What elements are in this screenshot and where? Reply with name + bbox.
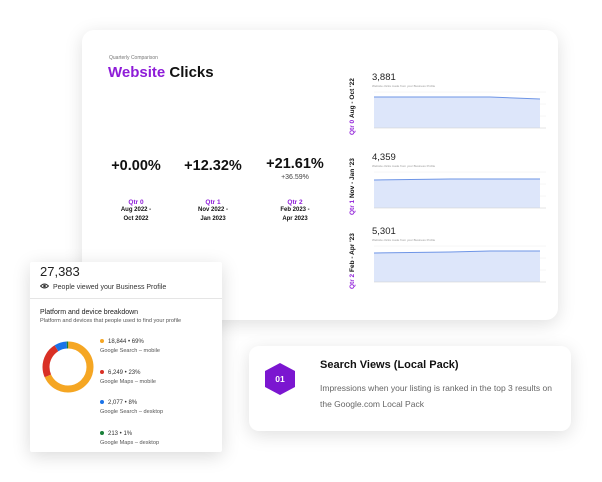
- metric-qtr-0: +0.00% Qtr 0 Aug 2022 - Oct 2022: [98, 158, 174, 224]
- mini-chart-side-label: Qtr 0 Aug - Oct '22: [349, 78, 356, 136]
- mini-chart-caption: Website clicks made from your Business P…: [372, 238, 436, 242]
- hexagon-badge: 01: [265, 363, 295, 400]
- card-kicker: Quarterly Comparison: [109, 55, 158, 61]
- card-title: Website Clicks: [108, 64, 214, 81]
- legend-item-maps-mobile: 6,249 • 23% Google Maps – mobile: [100, 370, 156, 385]
- metric-qtr-2: +21.61% +36.59% Qtr 2 Feb 2023 - Apr 202…: [257, 156, 333, 224]
- metric-qtr-1: +12.32% Qtr 1 Nov 2022 - Jan 2023: [175, 158, 251, 224]
- mini-chart-side-label: Qtr 2 Feb - Apr '23: [349, 233, 356, 289]
- donut-slice-3: [42, 341, 94, 393]
- profile-viewed-row: People viewed your Business Profile: [39, 283, 167, 291]
- divider: [30, 298, 222, 299]
- mini-area-chart: [374, 91, 546, 129]
- mini-chart-value: 5,301: [372, 226, 396, 237]
- eye-icon: [39, 283, 50, 291]
- search-views-description: Impressions when your listing is ranked …: [320, 383, 552, 409]
- donut-slice-1: [42, 341, 94, 393]
- metric-percent: +21.61%: [266, 156, 324, 172]
- metric-range-end: Jan 2023: [200, 216, 226, 222]
- mini-chart-qtr-1: Qtr 1 Nov - Jan '23 4,359 Website clicks…: [349, 152, 552, 222]
- search-views-card: 01 Search Views (Local Pack) Impressions…: [249, 346, 571, 431]
- title-rest: Clicks: [169, 64, 214, 81]
- metric-sub: [175, 176, 251, 185]
- mini-area-chart: [373, 171, 546, 209]
- red-dot-icon: [100, 370, 104, 375]
- metric-range-start: Aug 2022 -: [120, 207, 152, 213]
- mini-chart-value: 3,881: [372, 72, 396, 83]
- mini-chart-caption: Website clicks made from your Business P…: [372, 84, 436, 88]
- mini-chart-caption: Website clicks made from your Business P…: [372, 164, 436, 168]
- mini-chart-value: 4,359: [372, 152, 396, 163]
- profile-view-count: 27,383: [40, 264, 80, 279]
- metric-range-start: Feb 2023 -: [280, 207, 310, 213]
- metric-range-start: Nov 2022 -: [197, 207, 228, 213]
- badge-number: 01: [275, 374, 285, 384]
- green-dot-icon: [100, 431, 104, 436]
- orange-dot-icon: [100, 339, 104, 344]
- breakdown-subtitle: Platform and devices that people used to…: [40, 318, 182, 324]
- blue-dot-icon: [100, 400, 104, 405]
- mini-area-chart: [373, 245, 546, 283]
- title-accent: Website: [108, 64, 166, 81]
- metric-percent: +0.00%: [111, 158, 161, 174]
- metric-percent: +12.32%: [184, 158, 242, 174]
- legend-item-search-desktop: 2,077 • 8% Google Search – desktop: [100, 400, 164, 415]
- mini-chart-qtr-2: Qtr 2 Feb - Apr '23 5,301 Website clicks…: [349, 226, 552, 296]
- device-donut-chart: [42, 341, 94, 393]
- breakdown-title: Platform and device breakdown: [40, 309, 139, 316]
- metric-sub: [98, 176, 174, 185]
- metric-sub: +36.59%: [281, 174, 309, 181]
- metric-quarter: Qtr 0: [128, 199, 144, 206]
- mini-chart-qtr-0: Qtr 0 Aug - Oct '22 3,881 Website clicks…: [349, 72, 552, 142]
- search-views-title: Search Views (Local Pack): [320, 359, 459, 371]
- metric-quarter: Qtr 2: [287, 199, 303, 206]
- metric-range-end: Apr 2023: [282, 216, 308, 222]
- profile-viewed-label: People viewed your Business Profile: [53, 283, 167, 291]
- business-profile-card: 27,383 People viewed your Business Profi…: [30, 262, 222, 452]
- metric-range-end: Oct 2022: [123, 216, 149, 222]
- donut-slice-0: [42, 341, 94, 393]
- legend-item-search-mobile: 18,844 • 69% Google Search – mobile: [100, 339, 161, 354]
- legend-item-maps-desktop: 213 • 1% Google Maps – desktop: [100, 431, 160, 446]
- mini-chart-side-label: Qtr 1 Nov - Jan '23: [349, 158, 356, 216]
- metric-quarter: Qtr 1: [205, 199, 221, 206]
